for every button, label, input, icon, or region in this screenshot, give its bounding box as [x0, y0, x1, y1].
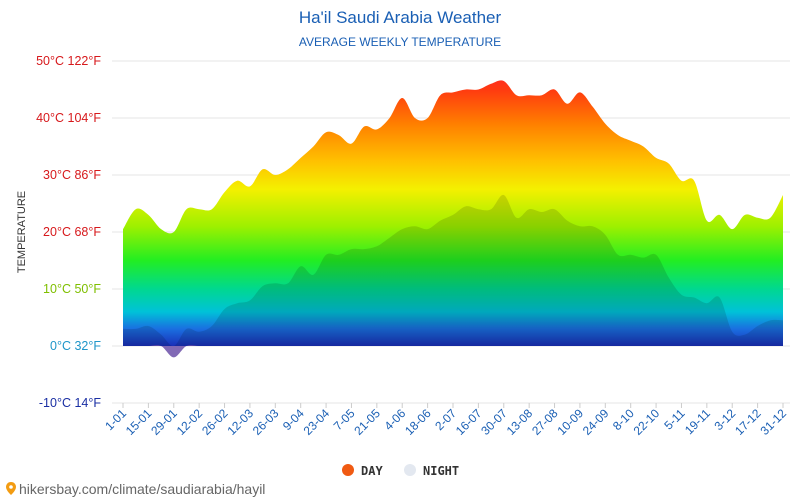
legend-night-marker	[404, 464, 416, 476]
legend: DAY NIGHT	[342, 464, 459, 478]
x-tick-label: 29-01	[148, 406, 180, 438]
x-tick-label: 16-07	[453, 406, 485, 438]
x-tick-label: 21-05	[351, 406, 383, 438]
legend-day-marker	[342, 464, 354, 476]
x-tick-label: 30-07	[478, 406, 510, 438]
night-below-zero-area	[123, 345, 783, 358]
location-pin-icon	[6, 482, 16, 495]
x-tick-label: 27-08	[529, 406, 561, 438]
day-series-area	[123, 80, 783, 347]
y-tick-label: 20°C 68°F	[43, 225, 101, 239]
x-tick-label: 13-08	[504, 406, 536, 438]
y-axis-label: TEMPERATURE	[16, 191, 28, 273]
y-axis-ticks: 50°C 122°F 40°C 104°F 30°C 86°F 20°C 68°F 10…	[36, 54, 101, 410]
y-tick-label: 40°C 104°F	[36, 111, 101, 125]
x-tick-label: 26-03	[250, 406, 282, 438]
x-tick-label: 24-09	[580, 406, 612, 438]
chart-title: Ha'il Saudi Arabia Weather	[299, 8, 502, 27]
x-tick-label: 23-04	[301, 406, 333, 438]
x-tick-label: 10-09	[554, 406, 586, 438]
x-tick-label: 12-02	[174, 406, 206, 438]
legend-item-day[interactable]: DAY	[342, 464, 383, 478]
x-tick-label: 18-06	[402, 406, 434, 438]
source-text: hikersbay.com/climate/saudiarabia/hayil	[19, 481, 265, 497]
x-tick-label: 17-12	[732, 406, 764, 438]
plot-area	[123, 80, 783, 358]
y-tick-label: -10°C 14°F	[39, 396, 101, 410]
legend-night-label: NIGHT	[423, 464, 459, 478]
x-axis: 1-0115-0129-0112-0226-0212-0326-039-0423…	[102, 403, 789, 438]
night-series-area	[123, 194, 783, 347]
x-tick-label: 15-01	[123, 406, 155, 438]
legend-item-night[interactable]: NIGHT	[404, 464, 459, 478]
chart-subtitle: AVERAGE WEEKLY TEMPERATURE	[299, 35, 501, 49]
x-tick-label: 26-02	[199, 406, 231, 438]
y-tick-label: 0°C 32°F	[50, 339, 101, 353]
x-tick-label: 31-12	[758, 406, 790, 438]
x-tick-label: 19-11	[682, 406, 713, 437]
y-tick-label: 10°C 50°F	[43, 282, 101, 296]
x-tick-label: 22-10	[631, 406, 663, 438]
x-tick-label: 12-03	[224, 406, 256, 438]
y-tick-label: 50°C 122°F	[36, 54, 101, 68]
source-link[interactable]: hikersbay.com/climate/saudiarabia/hayil	[6, 481, 265, 497]
y-tick-label: 30°C 86°F	[43, 168, 101, 182]
legend-day-label: DAY	[361, 464, 383, 478]
